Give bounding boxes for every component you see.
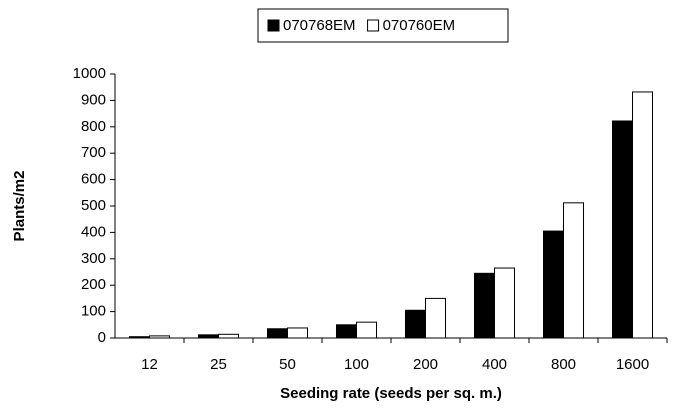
legend-swatch [367, 19, 380, 32]
legend-box [257, 8, 509, 43]
x-tick-label: 400 [482, 356, 507, 373]
legend-label: 070768EM [283, 17, 356, 34]
x-tick-label: 1600 [616, 356, 649, 373]
y-tick-label: 800 [81, 118, 106, 135]
x-axis-title: Seeding rate (seeds per sq. m.) [280, 385, 502, 402]
bar [473, 272, 495, 339]
bar [632, 91, 654, 339]
bar [425, 297, 447, 339]
y-tick-label: 900 [81, 91, 106, 108]
y-axis-title: Plants/m2 [11, 171, 28, 242]
bar [287, 327, 309, 339]
x-tick-label: 100 [344, 356, 369, 373]
bar [266, 328, 288, 339]
legend-swatch [267, 19, 280, 32]
x-tick-label: 50 [279, 356, 296, 373]
y-tick-label: 700 [81, 144, 106, 161]
bar [404, 309, 426, 339]
y-tick-label: 200 [81, 276, 106, 293]
x-tick-label: 25 [210, 356, 227, 373]
legend-label: 070760EM [383, 17, 456, 34]
y-tick-label: 400 [81, 223, 106, 240]
y-tick-label: 600 [81, 171, 106, 188]
x-tick-label: 800 [551, 356, 576, 373]
y-tick-label: 0 [98, 329, 106, 346]
y-tick-label: 1000 [73, 65, 106, 82]
bar [611, 120, 633, 339]
bar [563, 202, 585, 339]
x-tick-label: 12 [141, 356, 158, 373]
y-tick-label: 300 [81, 250, 106, 267]
bar [356, 321, 378, 339]
y-tick-label: 500 [81, 197, 106, 214]
bar [218, 333, 240, 339]
bar [542, 230, 564, 339]
bar [494, 267, 516, 339]
bar [335, 324, 357, 339]
y-tick-label: 100 [81, 303, 106, 320]
x-tick-label: 200 [413, 356, 438, 373]
